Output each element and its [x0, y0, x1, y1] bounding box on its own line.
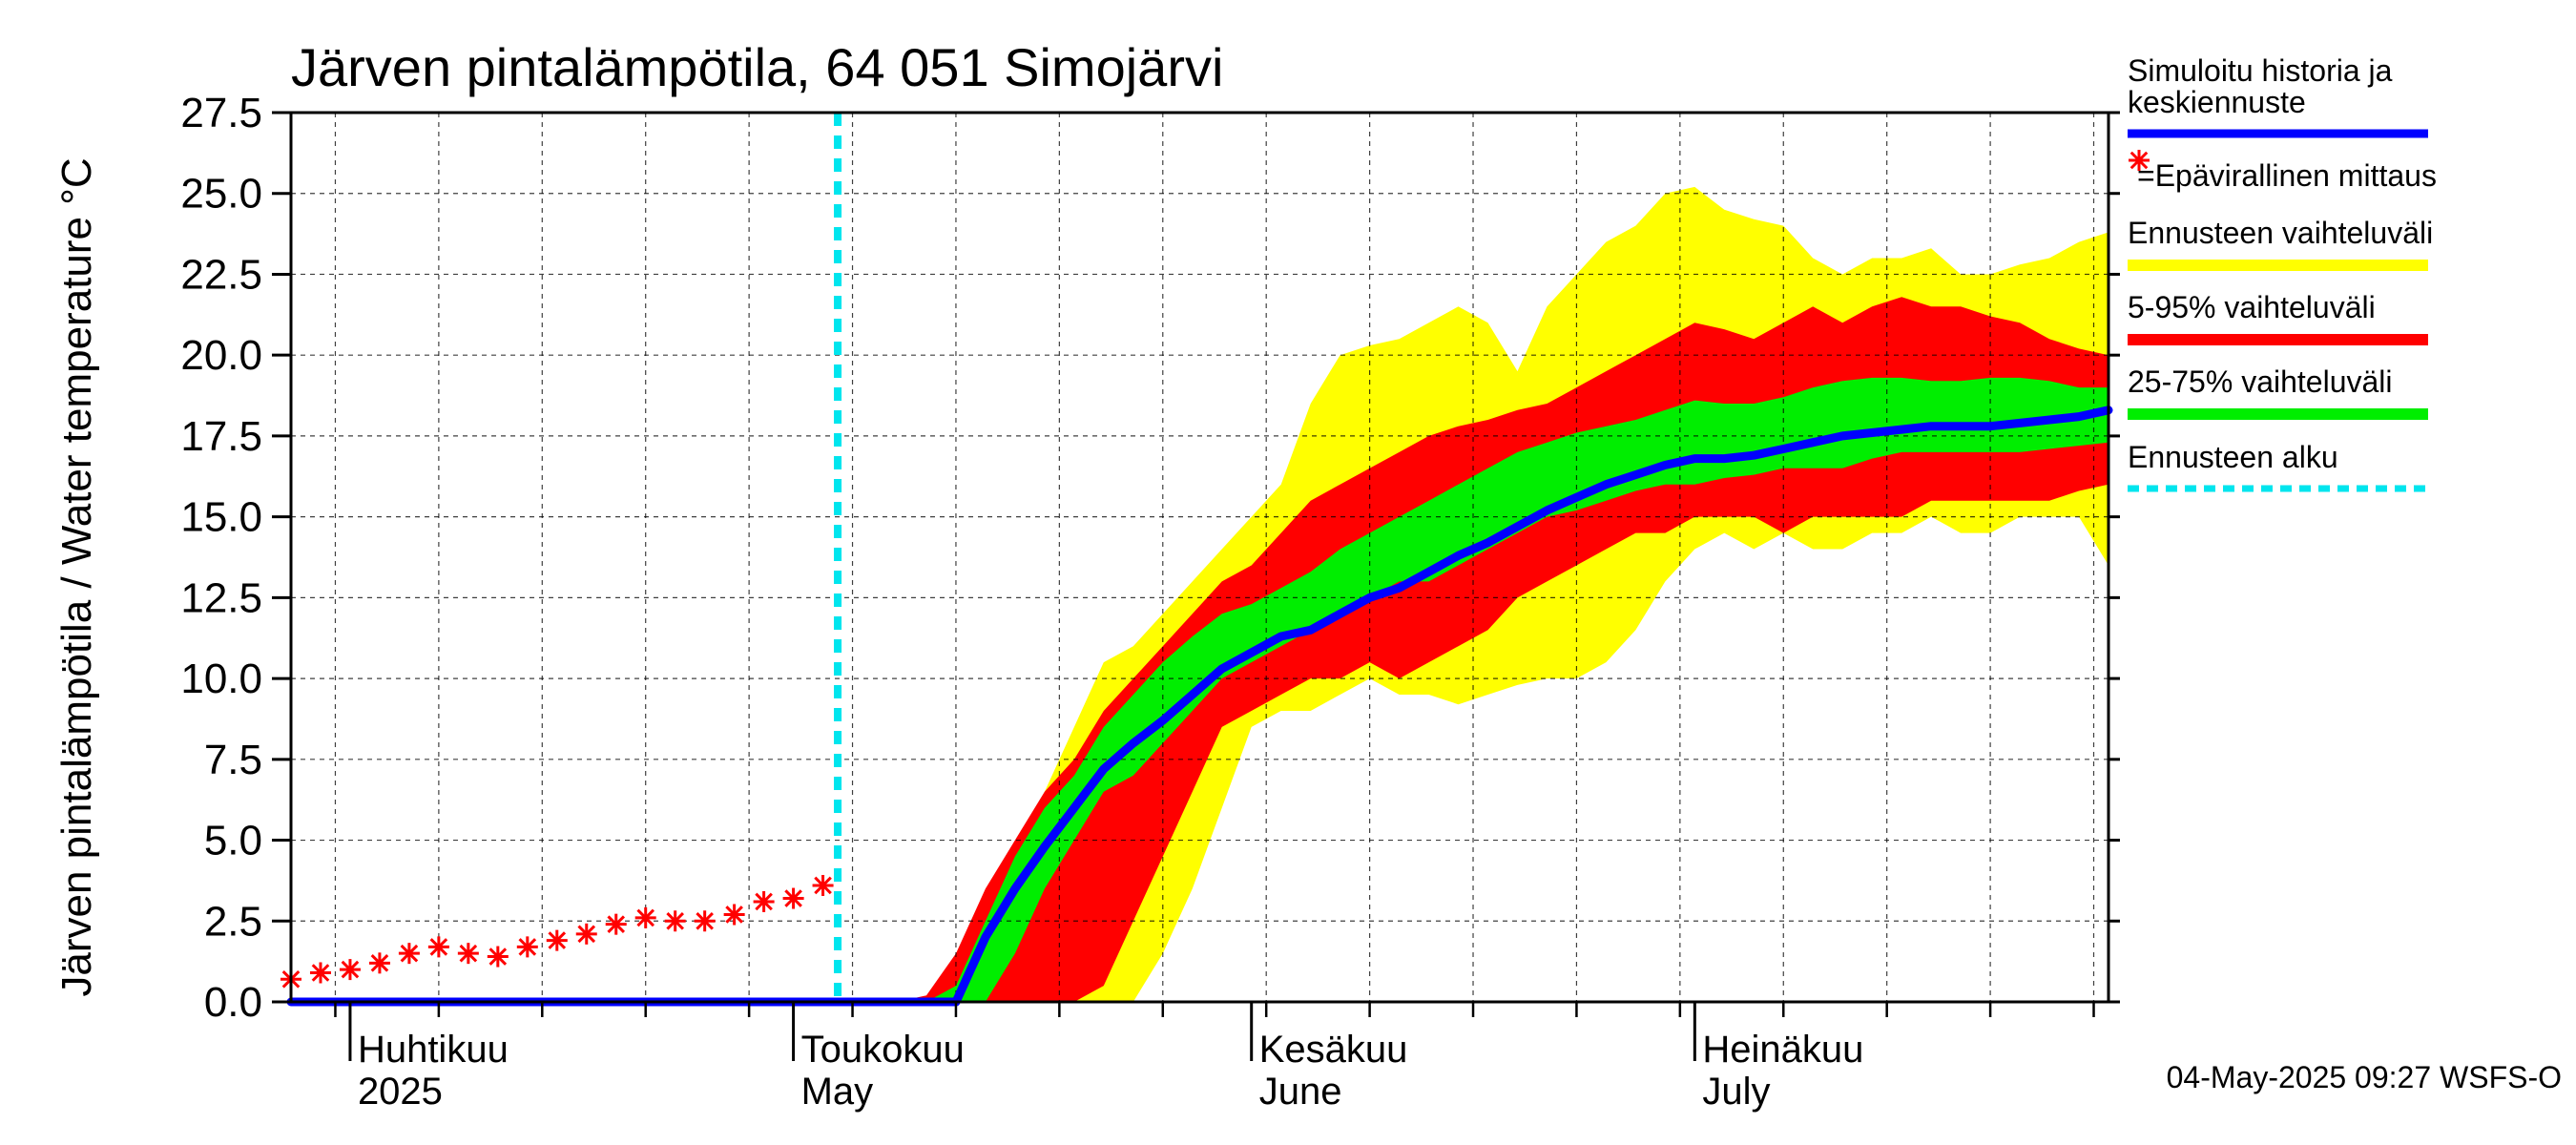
y-tick-label: 0.0: [204, 979, 262, 1026]
y-tick-label: 5.0: [204, 818, 262, 864]
x-month-sublabel: May: [801, 1071, 874, 1113]
measurement-point: [664, 910, 686, 932]
y-tick-label: 25.0: [180, 171, 262, 218]
x-month-sublabel: June: [1259, 1071, 1342, 1113]
y-tick-label: 17.5: [180, 413, 262, 460]
legend-label: Ennusteen vaihteluväli: [2128, 216, 2433, 250]
y-axis-label: Järven pintalämpötila / Water temperatur…: [53, 157, 100, 996]
measurement-point: [368, 952, 390, 974]
y-tick-label: 10.0: [180, 656, 262, 702]
measurement-point: [634, 906, 656, 928]
measurement-point: [339, 959, 361, 981]
x-month-label: Kesäkuu: [1259, 1029, 1408, 1071]
measurement-point: [309, 962, 331, 984]
plot-border: [289, 111, 2110, 1004]
measurement-point: [516, 936, 538, 958]
y-tick-label: 22.5: [180, 251, 262, 298]
x-month-label: Toukokuu: [801, 1029, 965, 1071]
legend-label: keskiennuste: [2128, 85, 2306, 119]
measurement-point: [398, 943, 420, 965]
x-month-label: Heinäkuu: [1702, 1029, 1863, 1071]
y-tick-label: 12.5: [180, 574, 262, 621]
y-tick-label: 15.0: [180, 494, 262, 541]
y-tick-label: 2.5: [204, 898, 262, 945]
measurement-point: [605, 913, 627, 935]
measurement-point: [487, 946, 509, 968]
chart-title: Järven pintalämpötila, 64 051 Simojärvi: [291, 37, 1223, 97]
timestamp-footer: 04-May-2025 09:27 WSFS-O: [2167, 1060, 2562, 1094]
measurement-point: [427, 936, 449, 958]
measurement-point: [457, 943, 479, 965]
y-tick-label: 20.0: [180, 332, 262, 379]
legend-label: =Epävirallinen mittaus: [2137, 158, 2437, 193]
measurement-point: [546, 929, 568, 951]
legend-label: Simuloitu historia ja: [2128, 53, 2393, 88]
measurement-point: [575, 923, 597, 945]
measurement-point: [812, 874, 834, 896]
measurement-point: [694, 910, 716, 932]
y-tick-label: 7.5: [204, 737, 262, 783]
measurement-point: [723, 904, 745, 926]
axes: 0.0 2.5 5.0 7.5 10.0 12.5 15.0 17.5 20.0 22.5 25.0…: [180, 90, 2120, 1113]
measurement-point: [753, 890, 775, 912]
x-month-label: Huhtikuu: [358, 1029, 509, 1071]
legend-label: 5-95% vaihteluväli: [2128, 290, 2376, 324]
x-month-sublabel: 2025: [358, 1071, 443, 1113]
legend-label: 25-75% vaihteluväli: [2128, 364, 2393, 399]
plot-frame: [289, 111, 2110, 1004]
y-tick-label: 27.5: [180, 90, 262, 136]
x-month-sublabel: July: [1702, 1071, 1770, 1113]
legend-marker: [2129, 150, 2150, 171]
legend-label: Ennusteen alku: [2128, 440, 2338, 474]
measurement-point: [782, 887, 804, 909]
